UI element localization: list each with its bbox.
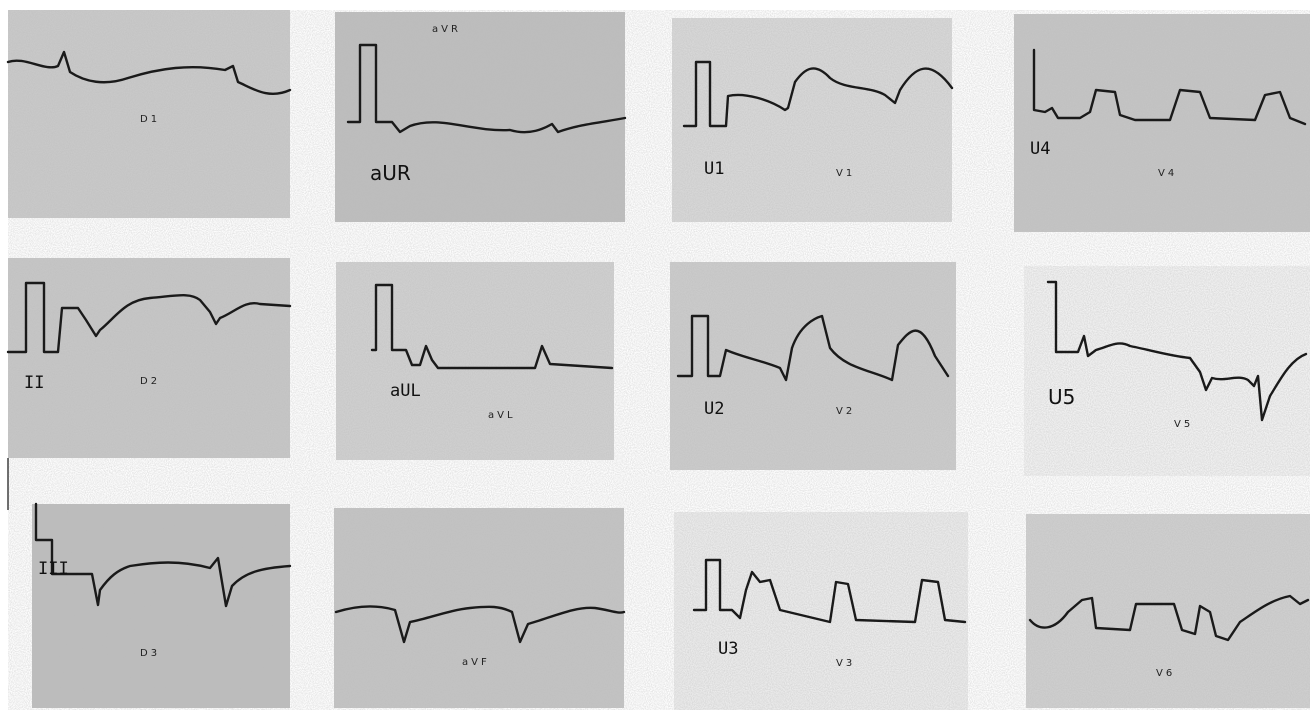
handwritten-label: U3 [718, 639, 738, 659]
handwritten-label: II [24, 373, 44, 393]
lead-label: V3 [836, 658, 855, 669]
grain [8, 10, 1310, 710]
lead-label: V5 [1174, 419, 1193, 430]
lead-label: D2 [140, 376, 160, 387]
handwritten-label: U5 [1048, 385, 1075, 409]
lead-label: V4 [1158, 168, 1177, 179]
trace-d3 [34, 502, 292, 608]
trace-avf [334, 605, 626, 644]
lead-label: V6 [1156, 668, 1175, 679]
traces [6, 43, 1310, 644]
handwritten-label: III [38, 559, 69, 579]
trace-d2 [6, 281, 292, 354]
lead-label: aVF [462, 657, 490, 668]
trace-v6 [1028, 594, 1310, 642]
handwritten-label: U1 [704, 159, 724, 179]
trace-v2 [676, 314, 950, 382]
trace-v3 [692, 558, 967, 624]
trace-d1 [6, 50, 292, 96]
trace-avr [346, 43, 627, 134]
panel-backgrounds [7, 10, 1310, 710]
handwritten-label: aUL [390, 381, 421, 401]
handwritten-label: U4 [1030, 139, 1050, 159]
lead-label: aVR [432, 24, 461, 35]
handwritten-label: aUR [370, 161, 411, 185]
trace-v1 [682, 60, 954, 128]
lead-label: aVL [488, 410, 516, 421]
trace-v5 [1046, 280, 1308, 422]
lead-label: V1 [836, 168, 855, 179]
lead-label: D1 [140, 114, 160, 125]
trace-avl [370, 283, 614, 370]
handwritten-label: U2 [704, 399, 724, 419]
lead-label: D3 [140, 648, 160, 659]
trace-v4 [1032, 48, 1307, 126]
lead-label: V2 [836, 406, 855, 417]
